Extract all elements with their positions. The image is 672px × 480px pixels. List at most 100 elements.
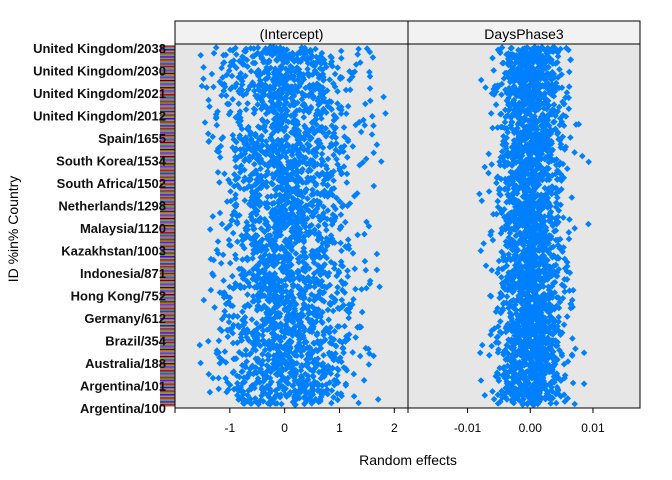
data-point: [328, 122, 336, 129]
data-point: [259, 117, 267, 125]
data-point: [277, 194, 285, 202]
data-point: [262, 110, 270, 118]
data-point: [246, 153, 253, 160]
data-point: [234, 174, 242, 181]
data-point: [543, 382, 550, 389]
data-point: [247, 67, 255, 75]
data-point: [250, 339, 257, 346]
data-point: [234, 181, 241, 189]
data-point: [331, 125, 338, 133]
data-point: [338, 247, 345, 255]
data-point: [282, 123, 290, 131]
data-point: [255, 152, 263, 159]
data-point: [223, 388, 230, 396]
y-tick-label: South Africa/1502: [57, 176, 166, 191]
data-point: [292, 368, 300, 376]
data-point: [307, 134, 315, 141]
data-point: [499, 305, 507, 313]
data-point: [564, 358, 572, 365]
data-point: [321, 261, 328, 268]
data-point: [533, 141, 541, 148]
data-point: [492, 308, 500, 315]
data-point: [326, 143, 334, 151]
data-point: [335, 357, 342, 365]
data-point: [560, 321, 568, 328]
data-point: [278, 173, 286, 181]
data-point: [493, 210, 500, 218]
data-point: [254, 171, 262, 179]
data-point: [267, 232, 274, 239]
data-point: [299, 166, 306, 173]
data-point: [323, 386, 331, 393]
data-point: [477, 247, 485, 255]
data-point: [231, 147, 239, 154]
data-point: [223, 292, 230, 300]
data-point: [288, 64, 296, 72]
data-point: [320, 373, 328, 380]
data-point: [287, 254, 295, 261]
data-point: [213, 246, 221, 254]
data-point: [314, 236, 322, 244]
data-point: [284, 220, 291, 228]
data-point: [316, 199, 323, 207]
data-point: [240, 177, 247, 185]
data-point: [217, 260, 225, 267]
data-point: [248, 382, 255, 390]
data-point: [297, 319, 304, 326]
data-point: [212, 111, 220, 118]
data-point: [350, 296, 357, 303]
data-point: [316, 246, 324, 253]
data-point: [307, 251, 315, 259]
data-point: [308, 221, 315, 229]
data-point: [311, 293, 318, 300]
data-point: [319, 360, 327, 367]
data-point: [229, 144, 236, 151]
data-point: [318, 318, 325, 325]
data-point: [246, 176, 253, 183]
data-point: [367, 97, 374, 105]
data-point: [222, 375, 229, 382]
data-point: [300, 222, 308, 229]
data-point: [230, 57, 238, 64]
data-point: [510, 237, 517, 245]
data-point: [555, 168, 562, 175]
data-point: [282, 282, 290, 290]
data-point: [497, 289, 504, 297]
data-point: [310, 197, 318, 204]
data-point: [330, 394, 337, 401]
data-point: [331, 239, 339, 246]
data-point: [306, 142, 313, 149]
data-point: [300, 252, 308, 259]
data-point: [532, 91, 540, 99]
data-point: [534, 392, 542, 399]
data-point: [240, 378, 248, 385]
data-point: [311, 226, 318, 234]
data-point: [279, 186, 286, 193]
panel-strip-label: DaysPhase3: [484, 26, 564, 42]
data-point: [223, 71, 231, 79]
data-point: [297, 229, 304, 237]
data-point: [350, 393, 358, 400]
data-point: [274, 160, 281, 168]
data-point: [274, 68, 282, 75]
data-point: [239, 308, 246, 315]
data-point: [329, 191, 336, 199]
data-point: [320, 94, 328, 102]
data-point: [301, 287, 309, 295]
data-point: [561, 288, 568, 295]
data-point: [354, 51, 361, 58]
data-point: [248, 183, 255, 191]
data-point: [289, 309, 297, 317]
data-point: [279, 89, 286, 97]
data-point: [233, 218, 241, 225]
data-point: [357, 128, 365, 136]
data-point: [553, 342, 560, 349]
data-point: [272, 114, 280, 121]
data-point: [362, 155, 370, 163]
data-point: [237, 334, 245, 341]
data-point: [325, 329, 333, 336]
data-point: [350, 370, 358, 378]
data-point: [292, 394, 300, 401]
data-point: [564, 165, 571, 172]
data-point: [540, 197, 547, 204]
